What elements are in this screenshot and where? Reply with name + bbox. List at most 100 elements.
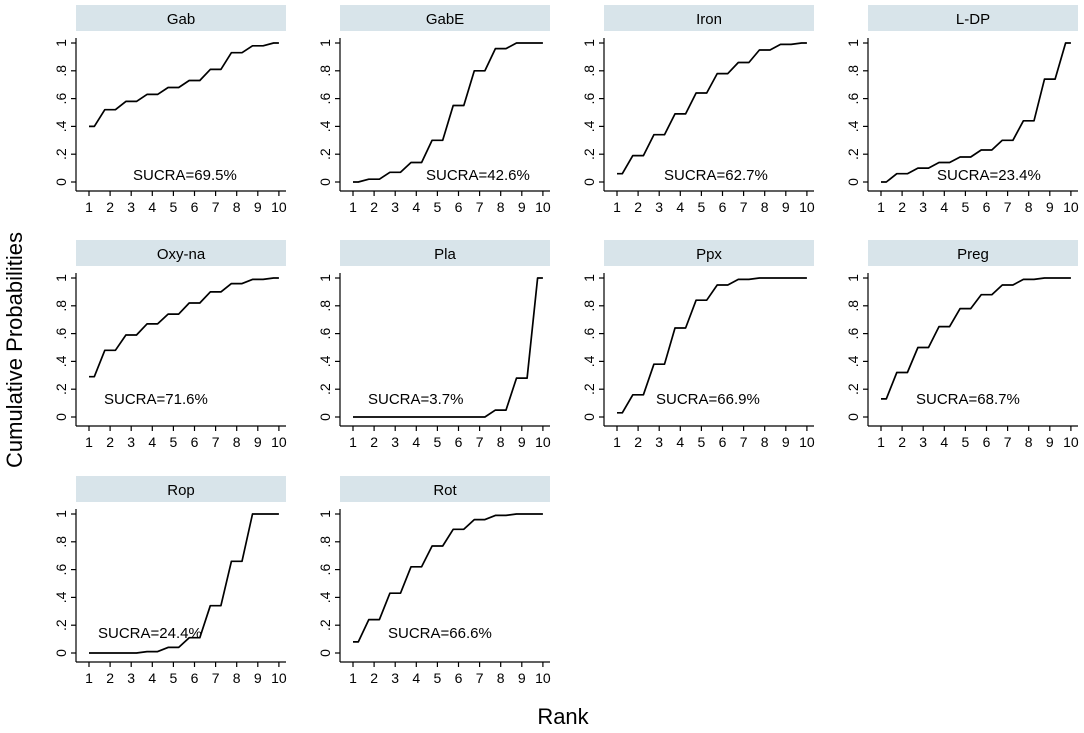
y-tick-label: 0 <box>581 178 597 186</box>
x-tick-label: 3 <box>391 199 399 215</box>
y-tick-label: .6 <box>53 93 69 105</box>
y-tick-label: .8 <box>581 300 597 312</box>
panel-strip <box>868 5 1078 31</box>
x-tick-label: 9 <box>782 434 790 450</box>
x-tick-label: 9 <box>1046 199 1054 215</box>
x-tick-label: 7 <box>1004 199 1012 215</box>
panel-title: L-DP <box>956 11 990 28</box>
y-tick-label: .4 <box>53 591 69 603</box>
y-tick-label: .8 <box>53 300 69 312</box>
panel-title: GabE <box>426 11 464 28</box>
x-tick-label: 2 <box>106 434 114 450</box>
cumulative-curve <box>881 277 1071 400</box>
y-tick-label: .2 <box>53 619 69 631</box>
cumulative-curve <box>353 277 543 418</box>
x-tick-label: 2 <box>898 434 906 450</box>
sucra-label: SUCRA=42.6% <box>426 167 530 184</box>
y-tick-label: 0 <box>581 413 597 421</box>
cumulative-curve <box>89 42 279 128</box>
x-tick-label: 4 <box>412 670 420 686</box>
x-tick-label: 1 <box>877 434 885 450</box>
y-tick-label: 1 <box>317 274 333 282</box>
x-tick-label: 10 <box>1063 434 1079 450</box>
y-tick-label: 0 <box>53 649 69 657</box>
x-tick-label: 9 <box>254 434 262 450</box>
y-tick-label: 1 <box>581 274 597 282</box>
y-tick-label: .6 <box>581 328 597 340</box>
y-tick-label: .6 <box>53 328 69 340</box>
x-tick-label: 5 <box>434 434 442 450</box>
x-tick-label: 6 <box>455 434 463 450</box>
x-tick-label: 8 <box>497 670 505 686</box>
x-axis-title: Rank <box>537 704 589 729</box>
x-tick-label: 4 <box>412 434 420 450</box>
x-tick-label: 4 <box>940 434 948 450</box>
panel-title: Pla <box>434 246 456 263</box>
y-tick-label: 1 <box>317 39 333 47</box>
y-tick-label: .4 <box>581 355 597 367</box>
y-tick-label: .2 <box>845 148 861 160</box>
x-tick-label: 7 <box>476 199 484 215</box>
x-tick-label: 1 <box>349 434 357 450</box>
x-tick-label: 6 <box>719 434 727 450</box>
x-tick-label: 10 <box>271 199 287 215</box>
sucra-label: SUCRA=66.9% <box>656 391 760 408</box>
x-tick-label: 10 <box>535 434 551 450</box>
x-tick-label: 10 <box>799 199 815 215</box>
y-tick-label: 0 <box>317 413 333 421</box>
sucra-label: SUCRA=3.7% <box>368 391 463 408</box>
x-tick-label: 1 <box>613 434 621 450</box>
x-tick-label: 5 <box>698 434 706 450</box>
y-tick-label: .4 <box>317 120 333 132</box>
y-tick-label: .2 <box>581 383 597 395</box>
x-tick-label: 2 <box>106 670 114 686</box>
panel-strip <box>340 240 550 266</box>
y-tick-label: .6 <box>53 564 69 576</box>
x-tick-label: 7 <box>1004 434 1012 450</box>
y-tick-label: 0 <box>53 178 69 186</box>
sucra-label: SUCRA=24.4% <box>98 625 202 642</box>
y-tick-label: .8 <box>317 65 333 77</box>
x-tick-label: 6 <box>455 670 463 686</box>
x-tick-label: 5 <box>434 670 442 686</box>
cumulative-curve <box>881 42 1071 183</box>
x-tick-label: 8 <box>761 434 769 450</box>
x-tick-label: 8 <box>233 199 241 215</box>
y-tick-label: 1 <box>317 510 333 518</box>
x-tick-label: 6 <box>191 670 199 686</box>
x-tick-label: 3 <box>919 199 927 215</box>
x-tick-label: 9 <box>518 670 526 686</box>
panel-strip <box>868 240 1078 266</box>
x-tick-label: 4 <box>412 199 420 215</box>
x-tick-label: 2 <box>634 199 642 215</box>
x-tick-label: 9 <box>1046 434 1054 450</box>
panel-strip <box>76 240 286 266</box>
panel-strip <box>340 476 550 502</box>
y-tick-label: .2 <box>317 148 333 160</box>
y-tick-label: .6 <box>317 564 333 576</box>
x-tick-label: 5 <box>170 199 178 215</box>
x-tick-label: 7 <box>476 434 484 450</box>
y-tick-label: .6 <box>845 328 861 340</box>
y-tick-label: .4 <box>53 120 69 132</box>
y-tick-label: .2 <box>845 383 861 395</box>
y-tick-label: 1 <box>53 39 69 47</box>
y-tick-label: .8 <box>53 65 69 77</box>
sucra-label: SUCRA=62.7% <box>664 167 768 184</box>
x-tick-label: 10 <box>271 670 287 686</box>
panel-title: Oxy-na <box>157 246 206 263</box>
x-tick-label: 9 <box>782 199 790 215</box>
x-tick-label: 3 <box>919 434 927 450</box>
y-tick-label: .4 <box>53 355 69 367</box>
x-tick-label: 4 <box>148 670 156 686</box>
y-tick-label: 0 <box>317 178 333 186</box>
x-tick-label: 5 <box>434 199 442 215</box>
x-tick-label: 4 <box>940 199 948 215</box>
y-tick-label: .2 <box>53 383 69 395</box>
